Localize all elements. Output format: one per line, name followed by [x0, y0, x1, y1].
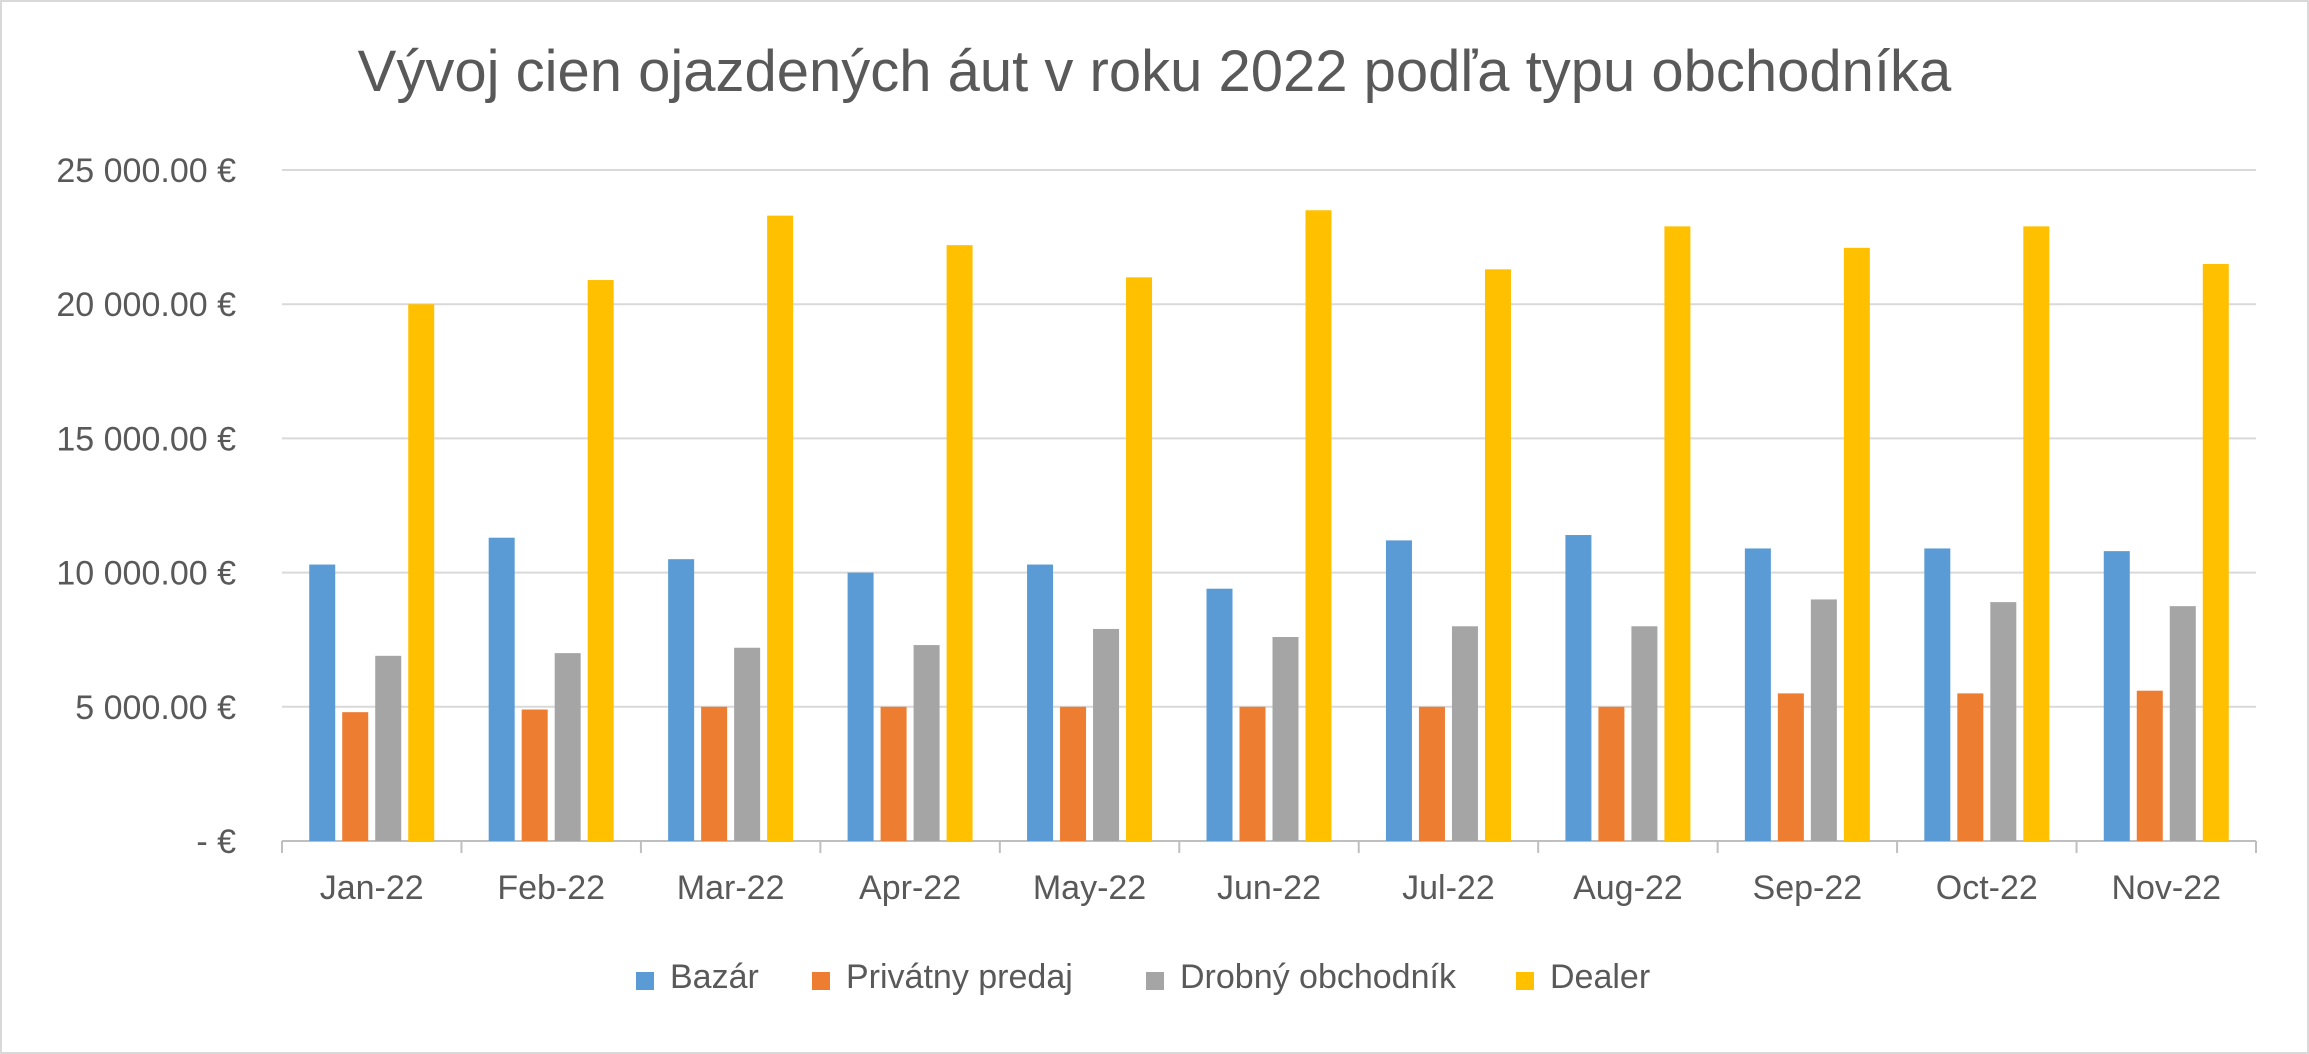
- bar: [1777, 693, 1804, 841]
- bar: [408, 304, 435, 841]
- y-tick-label: - €: [196, 823, 236, 861]
- y-tick-label: 15 000.00 €: [56, 420, 236, 458]
- bar: [1598, 706, 1625, 841]
- bar: [1305, 210, 1332, 841]
- bar: [701, 706, 728, 841]
- bar: [913, 645, 940, 841]
- bar: [1385, 540, 1412, 841]
- bar: [521, 709, 548, 841]
- bar: [734, 647, 761, 841]
- bar: [1843, 247, 1870, 841]
- y-tick-label: 25 000.00 €: [56, 152, 236, 190]
- legend-label: Privátny predaj: [846, 958, 1073, 996]
- bar: [1239, 706, 1266, 841]
- x-tick-label: Sep-22: [1753, 869, 1863, 907]
- x-tick-label: Jan-22: [320, 869, 424, 907]
- bar: [1664, 226, 1691, 841]
- bar: [946, 245, 973, 842]
- bar: [1990, 602, 2017, 841]
- bar: [1631, 626, 1658, 841]
- bar: [1810, 599, 1837, 841]
- x-tick-label: Feb-22: [497, 869, 605, 907]
- x-tick-label: Nov-22: [2111, 869, 2221, 907]
- bar: [1027, 564, 1054, 841]
- bar: [488, 537, 515, 841]
- legend-swatch: [812, 972, 830, 990]
- y-tick-label: 5 000.00 €: [75, 689, 236, 727]
- legend-label: Bazár: [670, 958, 759, 996]
- bar: [1484, 269, 1511, 842]
- bar: [1060, 706, 1087, 841]
- x-tick-label: Jun-22: [1217, 869, 1321, 907]
- y-tick-label: 20 000.00 €: [56, 286, 236, 324]
- bar: [1744, 548, 1771, 841]
- legend-label: Dealer: [1550, 958, 1650, 996]
- x-tick-label: Mar-22: [677, 869, 785, 907]
- chart-title: Vývoj cien ojazdených áut v roku 2022 po…: [357, 39, 1952, 104]
- bar: [2136, 690, 2163, 841]
- x-tick-label: Apr-22: [859, 869, 961, 907]
- bar: [847, 572, 874, 841]
- bar: [2103, 551, 2130, 841]
- legend-swatch: [1516, 972, 1534, 990]
- bar: [880, 706, 907, 841]
- bar: [1093, 628, 1120, 841]
- bar: [1206, 588, 1233, 841]
- bar: [1924, 548, 1951, 841]
- bar: [342, 712, 369, 841]
- x-tick-label: Oct-22: [1936, 869, 2038, 907]
- bar: [1957, 693, 1984, 841]
- bar: [1272, 637, 1299, 841]
- x-tick-label: Jul-22: [1402, 869, 1495, 907]
- legend-label: Drobný obchodník: [1180, 958, 1457, 996]
- bar: [1126, 277, 1153, 841]
- legend-swatch: [1146, 972, 1164, 990]
- bar: [309, 564, 336, 841]
- x-tick-label: May-22: [1033, 869, 1146, 907]
- bar: [668, 559, 695, 841]
- x-tick-label: Aug-22: [1573, 869, 1683, 907]
- y-tick-label: 10 000.00 €: [56, 555, 236, 593]
- bar: [1451, 626, 1478, 841]
- legend-swatch: [636, 972, 654, 990]
- bar: [554, 653, 581, 841]
- bar: [2202, 263, 2229, 841]
- bar: [2169, 606, 2196, 841]
- bar: [1418, 706, 1445, 841]
- bar: [375, 655, 402, 841]
- bar: [767, 215, 794, 842]
- bar: [1565, 535, 1592, 841]
- bar: [587, 280, 614, 841]
- bar: [2023, 226, 2050, 841]
